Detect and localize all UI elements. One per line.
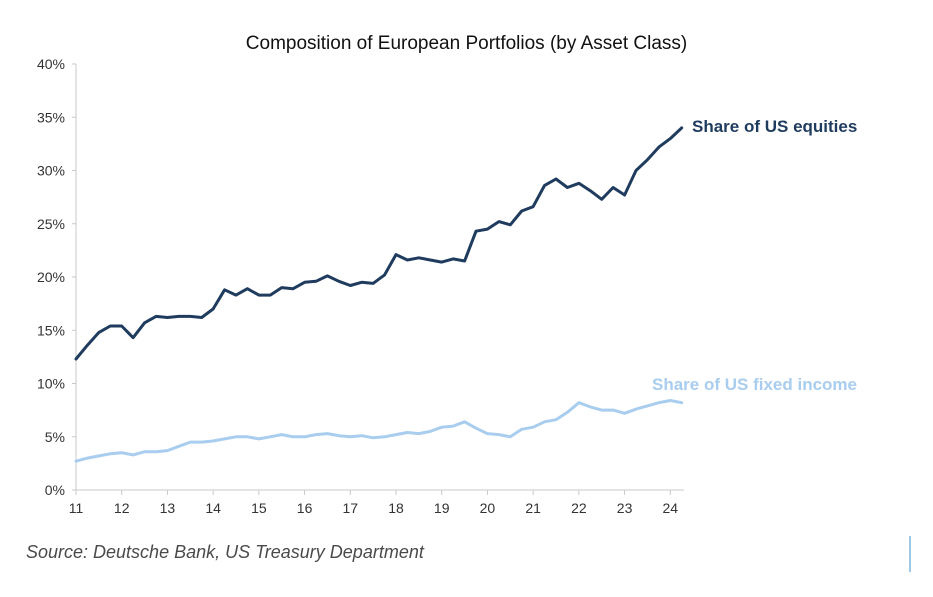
series-line-2 [74,399,684,463]
x-tick-label: 17 [342,500,358,516]
chart-title: Composition of European Portfolios (by A… [245,33,688,54]
y-tick-label: 10% [37,376,65,392]
x-tick-label: 14 [205,500,221,516]
series-line-1 [74,126,684,361]
edge-marker [909,536,911,572]
series-label-2: Share of US fixed income [652,375,857,394]
x-tick-label: 18 [388,500,404,516]
x-tick-label: 21 [525,500,541,516]
y-tick-label: 0% [45,482,65,498]
x-tick-label: 19 [434,500,450,516]
x-tick-label: 23 [617,500,633,516]
x-tick-label: 24 [662,500,678,516]
y-tick-label: 40% [37,56,65,72]
x-tick-label: 12 [114,500,130,516]
y-tick-label: 15% [37,322,65,338]
y-tick-label: 25% [37,216,65,232]
source-note: Source: Deutsche Bank, US Treasury Depar… [26,542,424,562]
x-tick-label: 15 [251,500,267,516]
y-tick-label: 30% [37,163,65,179]
y-tick-label: 35% [37,109,65,125]
x-tick-label: 20 [480,500,496,516]
y-tick-label: 5% [45,429,65,445]
series-label-1: Share of US equities [692,117,857,136]
x-tick-label: 11 [69,500,84,516]
x-tick-label: 16 [297,500,313,516]
y-tick-label: 20% [37,269,65,285]
x-tick-label: 22 [571,500,587,516]
x-tick-label: 13 [160,500,176,516]
